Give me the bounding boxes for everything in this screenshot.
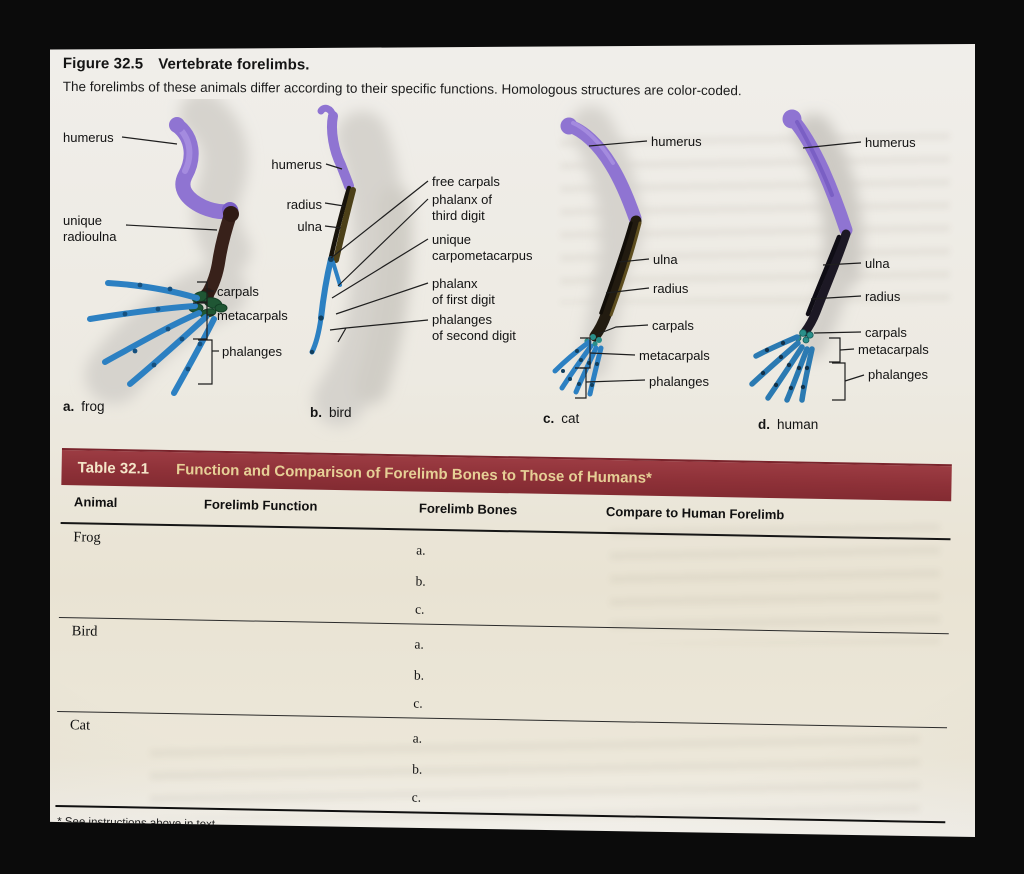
cat-humerus-label: humerus <box>651 134 702 149</box>
cat-carpals-label: carpals <box>652 318 694 333</box>
table-row: Bird a. b. c. <box>57 617 949 729</box>
frog-phalanges-label: phalanges <box>222 344 282 359</box>
bird-bones-line-a: a. <box>414 636 424 652</box>
column-header-animal: Animal <box>73 494 118 511</box>
bird-phalanx-first-label: phalanx of first digit <box>432 276 495 307</box>
bird-radius-label: radius <box>286 197 322 212</box>
cat-phalanges-label: phalanges <box>649 374 709 389</box>
frog-panel-caption: a. frog <box>63 399 105 414</box>
bird-ulna-label: ulna <box>297 219 322 234</box>
human-humerus-label: humerus <box>865 135 916 150</box>
figure-title-text: Vertebrate forelimbs. <box>158 55 310 74</box>
bird-humerus-label: humerus <box>271 157 322 172</box>
bird-phalanges-second-label: phalanges of second digit <box>432 312 516 343</box>
table-row: Frog a. b. c. <box>58 523 951 635</box>
frog-metacarpals-label: metacarpals <box>217 308 288 323</box>
figure-canvas: humerus unique radioulna carpals metacar… <box>50 99 974 451</box>
frog-bones-line-a: a. <box>416 542 426 558</box>
figure-heading: Figure 32.5 Vertebrate forelimbs. The for… <box>63 55 742 98</box>
figure-title: Figure 32.5 Vertebrate forelimbs. <box>63 55 742 76</box>
frog-bones-line-c: c. <box>414 601 425 617</box>
cat-ulna-label: ulna <box>653 252 678 267</box>
table-title: Function and Comparison of Forelimb Bone… <box>175 461 652 487</box>
forelimb-illustrations <box>85 99 865 426</box>
book-page: Figure 32.5 Vertebrate forelimbs. The for… <box>50 44 975 837</box>
frog-bones-line-b: b. <box>415 573 426 589</box>
human-metacarpals-label: metacarpals <box>858 342 929 357</box>
cat-metacarpals-label: metacarpals <box>639 348 710 363</box>
animal-name-frog: Frog <box>73 529 101 546</box>
animal-name-bird: Bird <box>71 623 98 640</box>
bird-free-carpals-label: free carpals <box>432 174 500 189</box>
animal-name-cat: Cat <box>69 717 91 734</box>
table-row: Cat a. b. c. <box>55 711 948 824</box>
column-header-forelimb-bones: Forelimb Bones <box>418 500 518 518</box>
cat-bones-line-c: c. <box>411 789 422 805</box>
figure-caption: The forelimbs of these animals differ ac… <box>62 78 742 99</box>
frog-radioulna-label: unique radioulna <box>63 213 117 244</box>
cat-bones-line-a: a. <box>412 730 423 746</box>
cat-bones-line-b: b. <box>412 761 423 777</box>
bird-bones <box>309 104 356 355</box>
bird-bones-line-b: b. <box>413 667 425 683</box>
table-number: Table 32.1 <box>77 459 150 478</box>
human-bones <box>749 109 853 403</box>
label-leader-lines <box>121 136 865 401</box>
column-header-compare: Compare to Human Forelimb <box>605 503 785 523</box>
bird-carpometacarpus-label: unique carpometacarpus <box>432 232 533 263</box>
human-panel-caption: d. human <box>758 417 819 432</box>
human-carpals-label: carpals <box>865 325 907 340</box>
bird-phalanx-third-label: phalanx of third digit <box>432 192 492 223</box>
column-header-forelimb-function: Forelimb Function <box>203 496 318 514</box>
human-phalanges-label: phalanges <box>868 367 928 382</box>
cat-panel-caption: c. cat <box>543 411 580 426</box>
frog-humerus-label: humerus <box>63 130 114 145</box>
cat-radius-label: radius <box>653 281 689 296</box>
frog-carpals-label: carpals <box>217 284 259 299</box>
human-radius-label: radius <box>865 289 901 304</box>
bird-panel-caption: b. bird <box>310 405 352 420</box>
table-32-1: Table 32.1 Function and Comparison of Fo… <box>55 448 952 837</box>
human-ulna-label: ulna <box>865 256 890 271</box>
figure-number: Figure 32.5 <box>62 55 144 73</box>
cat-bones <box>552 117 642 397</box>
frog-bones <box>87 117 239 396</box>
bird-bones-line-c: c. <box>413 695 423 711</box>
